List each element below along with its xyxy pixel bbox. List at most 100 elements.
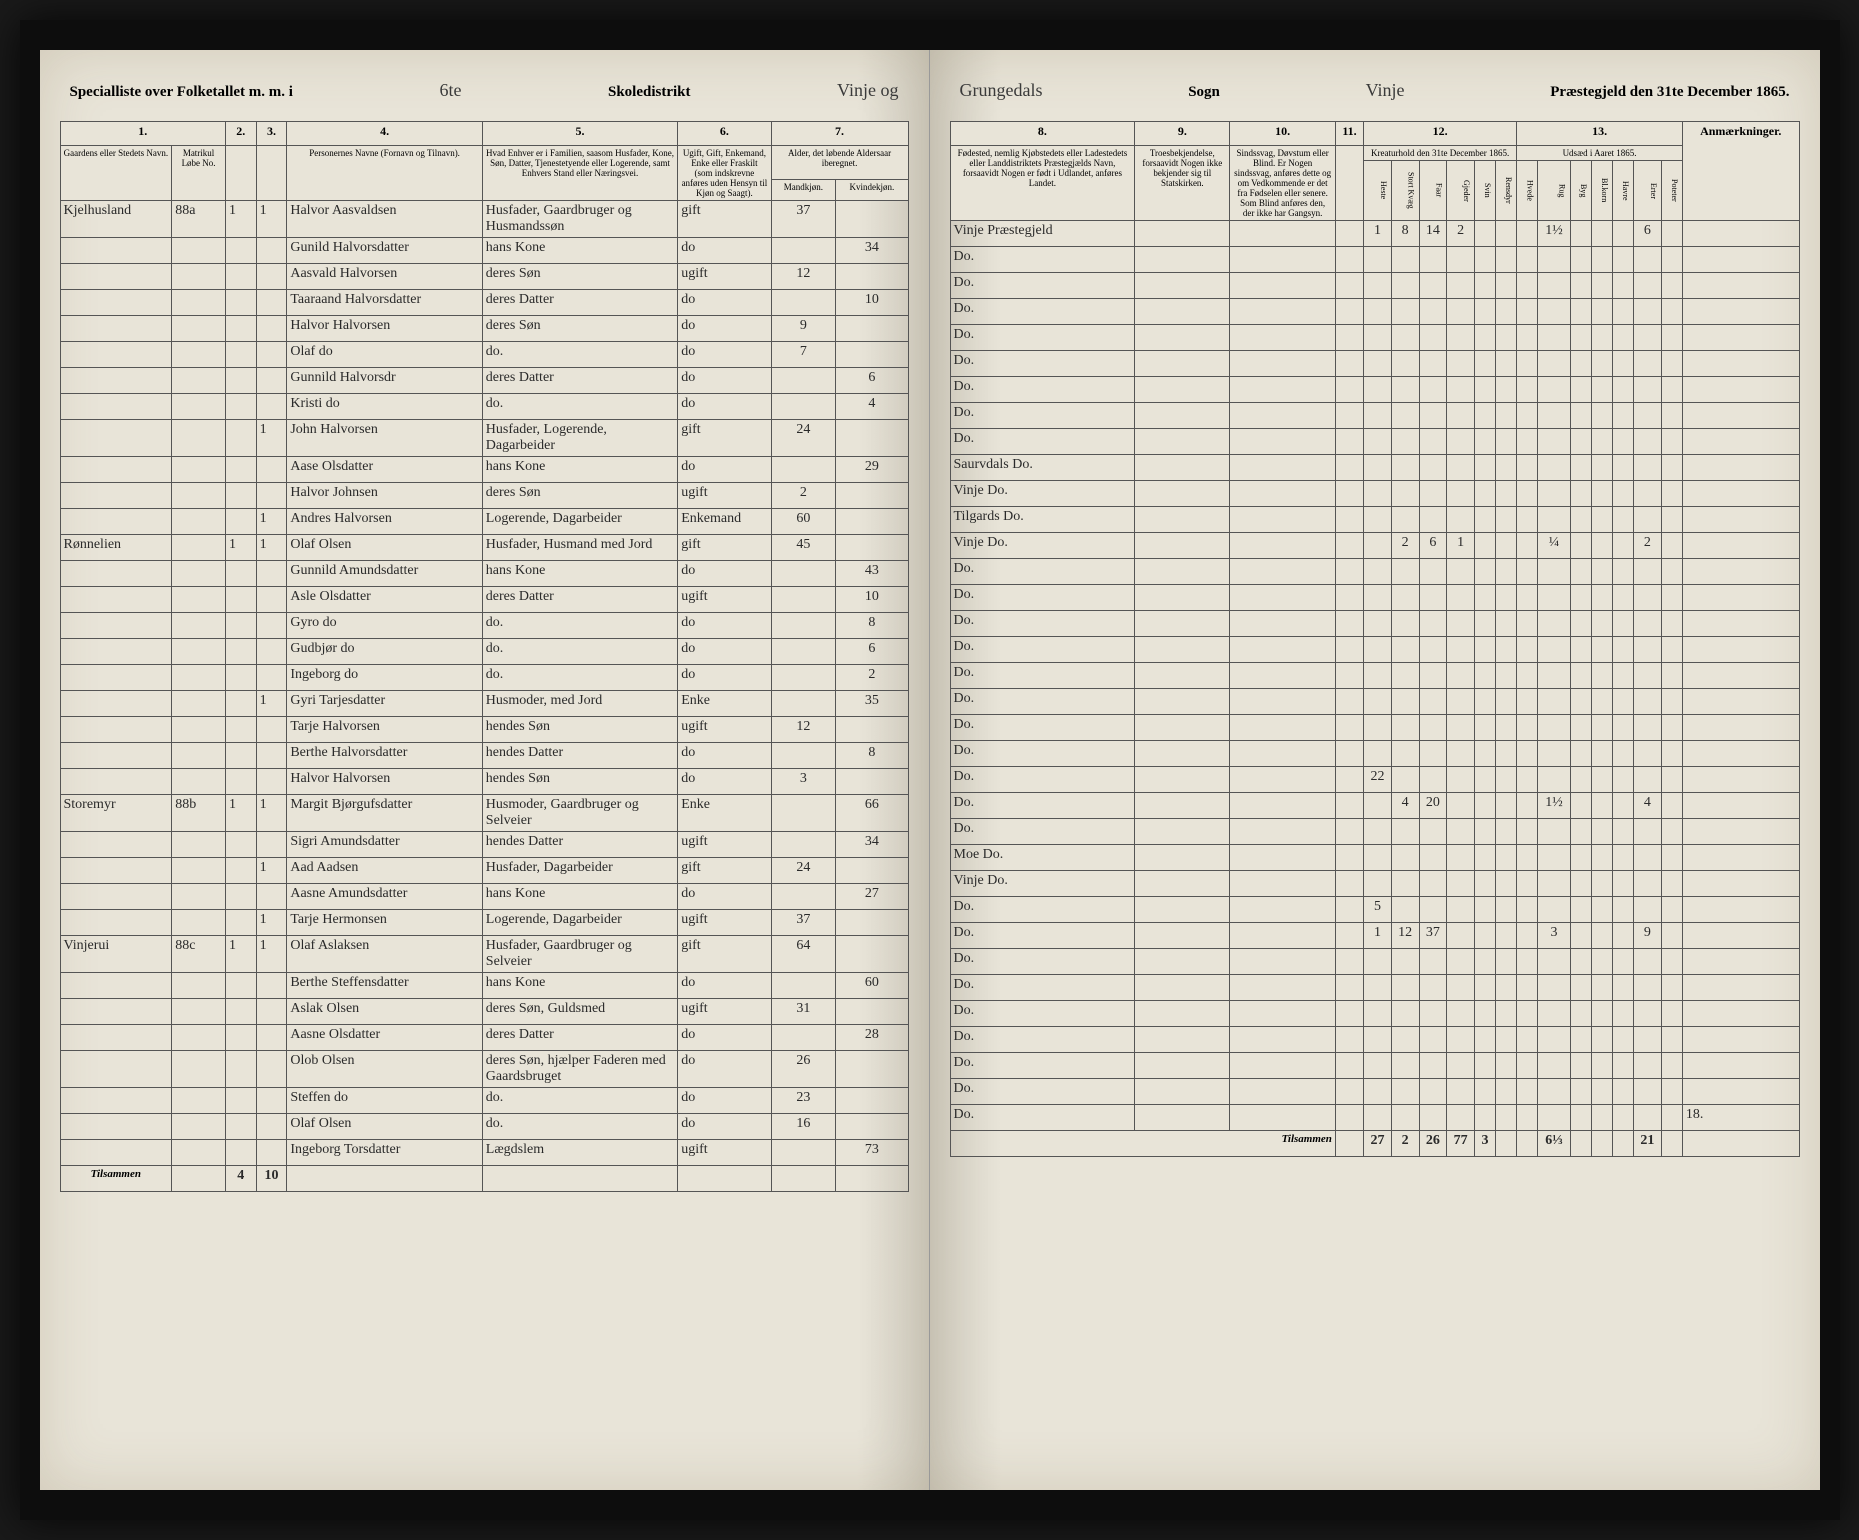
cell	[1230, 949, 1336, 975]
cell-anm	[1682, 377, 1799, 403]
cell-num	[1591, 481, 1612, 507]
cell-num	[1591, 871, 1612, 897]
cell-num	[1391, 351, 1419, 377]
cell-num	[1538, 611, 1570, 637]
cell-num	[1447, 247, 1475, 273]
cell	[771, 561, 836, 587]
table-row: Do.	[950, 325, 1799, 351]
cell: deres Datter	[482, 290, 677, 316]
table-row: Olob Olsenderes Søn, hjælper Faderen med…	[60, 1051, 908, 1088]
cell	[1230, 429, 1336, 455]
cell: deres Søn, Guldsmed	[482, 999, 677, 1025]
cell: do	[678, 769, 771, 795]
cell: 2	[771, 483, 836, 509]
table-row: 1Gyri TarjesdatterHusmoder, med JordEnke…	[60, 691, 908, 717]
cell: do	[678, 613, 771, 639]
cell	[1335, 559, 1363, 585]
cell-num	[1496, 455, 1517, 481]
cell-num: 12	[1391, 923, 1419, 949]
cell: 73	[836, 1140, 908, 1166]
cell	[225, 717, 256, 743]
cell	[1335, 481, 1363, 507]
cell-num	[1391, 741, 1419, 767]
cell	[1230, 273, 1336, 299]
cell: 10	[836, 587, 908, 613]
cell	[60, 1114, 172, 1140]
cell-num	[1591, 559, 1612, 585]
cell-num	[1496, 767, 1517, 793]
cell-num	[1517, 871, 1538, 897]
cell-num	[1391, 377, 1419, 403]
cell	[256, 238, 287, 264]
cell-anm	[1682, 611, 1799, 637]
sub-header: Rensdyr	[1496, 161, 1517, 221]
cell-num	[1496, 585, 1517, 611]
cell-num	[1364, 585, 1392, 611]
cell-num	[1364, 455, 1392, 481]
cell	[1135, 871, 1230, 897]
cell-num	[1474, 481, 1495, 507]
col-12: 12.	[1364, 122, 1517, 146]
cell-num	[1474, 403, 1495, 429]
cell-fodested: Do.	[950, 1001, 1135, 1027]
cell-num	[1447, 767, 1475, 793]
table-row: Do.	[950, 1001, 1799, 1027]
cell-num: 8	[1391, 221, 1419, 247]
cell-num	[1538, 1001, 1570, 1027]
cell	[60, 1051, 172, 1088]
cell	[1230, 975, 1336, 1001]
cell-num	[1419, 377, 1447, 403]
cell	[771, 1140, 836, 1166]
cell-num	[1419, 455, 1447, 481]
cell-num	[1517, 273, 1538, 299]
cell-num	[1538, 1105, 1570, 1131]
cell	[836, 342, 908, 368]
h-familie: Hvad Enhver er i Familien, saasom Husfad…	[482, 146, 677, 201]
sub-header: Havre	[1612, 161, 1633, 221]
cell-num	[1474, 715, 1495, 741]
table-row: Tarje Halvorsenhendes Sønugift12	[60, 717, 908, 743]
cell	[225, 910, 256, 936]
cell-anm	[1682, 273, 1799, 299]
cell-num	[1538, 1079, 1570, 1105]
cell-num	[1517, 897, 1538, 923]
cell	[225, 420, 256, 457]
cell	[1230, 377, 1336, 403]
cell	[836, 936, 908, 973]
cell-num	[1419, 819, 1447, 845]
cell-num	[1591, 247, 1612, 273]
cell-num	[1496, 1079, 1517, 1105]
table-row: Vinje Do.	[950, 481, 1799, 507]
cell	[1335, 975, 1363, 1001]
cell	[225, 368, 256, 394]
cell: 31	[771, 999, 836, 1025]
cell	[172, 290, 226, 316]
right-page: Grungedals Sogn Vinje Præstegjeld den 31…	[930, 50, 1820, 1490]
cell	[1135, 429, 1230, 455]
cell-num	[1591, 767, 1612, 793]
cell-num	[1612, 221, 1633, 247]
cell-num	[1496, 221, 1517, 247]
cell-num	[1538, 351, 1570, 377]
cell: gift	[678, 420, 771, 457]
cell	[1230, 897, 1336, 923]
right-table: 8. 9. 10. 11. 12. 13. Anmærkninger. Føde…	[950, 121, 1800, 1157]
cell	[1135, 403, 1230, 429]
cell-anm	[1682, 585, 1799, 611]
cell-num	[1419, 585, 1447, 611]
cell	[771, 613, 836, 639]
cell	[256, 884, 287, 910]
h-kreatur: Kreaturhold den 31te December 1865.	[1364, 146, 1517, 161]
cell-num	[1661, 1105, 1682, 1131]
cell-num	[1391, 715, 1419, 741]
cell-num	[1661, 1053, 1682, 1079]
col-2: 2.	[225, 122, 256, 146]
cell-num	[1496, 299, 1517, 325]
cell-num	[1391, 663, 1419, 689]
cell-num	[1496, 559, 1517, 585]
cell	[1335, 793, 1363, 819]
cell	[256, 342, 287, 368]
cell-num	[1517, 949, 1538, 975]
cell-num	[1517, 455, 1538, 481]
cell: deres Søn	[482, 316, 677, 342]
